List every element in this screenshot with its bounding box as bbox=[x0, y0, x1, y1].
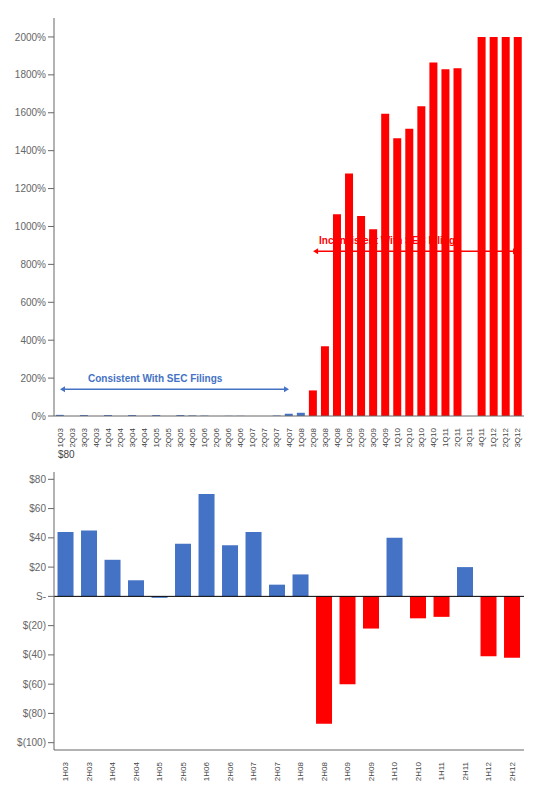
svg-text:S-: S- bbox=[36, 591, 46, 602]
svg-text:3Q04: 3Q04 bbox=[128, 427, 137, 447]
svg-text:4Q10: 4Q10 bbox=[429, 427, 438, 447]
svg-text:2Q10: 2Q10 bbox=[405, 427, 414, 447]
svg-text:3Q05: 3Q05 bbox=[176, 427, 185, 447]
svg-text:$40: $40 bbox=[29, 532, 46, 543]
svg-text:$80: $80 bbox=[29, 474, 46, 485]
svg-text:0%: 0% bbox=[32, 411, 47, 422]
svg-text:1Q07: 1Q07 bbox=[248, 427, 257, 447]
svg-text:4Q07: 4Q07 bbox=[285, 427, 294, 447]
svg-text:1400%: 1400% bbox=[15, 145, 46, 156]
svg-text:1Q10: 1Q10 bbox=[393, 427, 402, 447]
svg-text:2H09: 2H09 bbox=[367, 761, 376, 781]
svg-text:4Q06: 4Q06 bbox=[236, 427, 245, 447]
svg-text:4Q09: 4Q09 bbox=[381, 427, 390, 447]
svg-text:1Q08: 1Q08 bbox=[297, 427, 306, 447]
svg-text:Inconsistent With SEC Filings: Inconsistent With SEC Filings bbox=[319, 235, 461, 246]
svg-text:1H09: 1H09 bbox=[343, 761, 352, 781]
svg-text:1H04: 1H04 bbox=[108, 761, 117, 781]
svg-text:1200%: 1200% bbox=[15, 183, 46, 194]
svg-text:3Q09: 3Q09 bbox=[369, 427, 378, 447]
svg-text:4Q03: 4Q03 bbox=[92, 427, 101, 447]
svg-text:$20: $20 bbox=[29, 562, 46, 573]
svg-text:3Q11: 3Q11 bbox=[465, 427, 474, 447]
svg-text:2Q04: 2Q04 bbox=[116, 427, 125, 447]
svg-text:2Q03: 2Q03 bbox=[68, 427, 77, 447]
svg-text:2H04: 2H04 bbox=[132, 761, 141, 781]
svg-text:400%: 400% bbox=[20, 335, 46, 346]
svg-text:2Q12: 2Q12 bbox=[501, 427, 510, 447]
svg-text:$(20): $(20) bbox=[23, 620, 46, 631]
svg-text:1000%: 1000% bbox=[15, 221, 46, 232]
svg-text:4Q11: 4Q11 bbox=[477, 427, 486, 447]
svg-text:2Q07: 2Q07 bbox=[260, 427, 269, 447]
svg-text:800%: 800% bbox=[20, 259, 46, 270]
svg-text:1H05: 1H05 bbox=[155, 761, 164, 781]
svg-text:1H10: 1H10 bbox=[390, 761, 399, 781]
svg-text:$(60): $(60) bbox=[23, 679, 46, 690]
svg-text:1H12: 1H12 bbox=[484, 761, 493, 781]
svg-text:1H03: 1H03 bbox=[61, 761, 70, 781]
svg-text:2H05: 2H05 bbox=[179, 761, 188, 781]
svg-text:$(80): $(80) bbox=[23, 708, 46, 719]
svg-text:1Q04: 1Q04 bbox=[104, 427, 113, 447]
svg-text:1Q12: 1Q12 bbox=[489, 427, 498, 447]
svg-text:1Q05: 1Q05 bbox=[152, 427, 161, 447]
html-text:$80: $80 bbox=[58, 449, 75, 460]
svg-text:2H10: 2H10 bbox=[414, 761, 423, 781]
svg-text:1600%: 1600% bbox=[15, 107, 46, 118]
svg-text:$(40): $(40) bbox=[23, 649, 46, 660]
svg-text:1H11: 1H11 bbox=[437, 761, 446, 780]
svg-text:3Q12: 3Q12 bbox=[513, 427, 522, 447]
svg-text:1H08: 1H08 bbox=[296, 761, 305, 781]
svg-text:3Q08: 3Q08 bbox=[321, 427, 330, 447]
svg-text:2Q08: 2Q08 bbox=[309, 427, 318, 447]
svg-text:2H11: 2H11 bbox=[461, 761, 470, 780]
svg-text:1Q09: 1Q09 bbox=[345, 427, 354, 447]
svg-text:3Q03: 3Q03 bbox=[80, 427, 89, 447]
svg-text:2H12: 2H12 bbox=[508, 761, 517, 781]
svg-text:4Q08: 4Q08 bbox=[333, 427, 342, 447]
svg-text:2Q06: 2Q06 bbox=[212, 427, 221, 447]
svg-text:1H06: 1H06 bbox=[202, 761, 211, 781]
svg-text:2H07: 2H07 bbox=[273, 761, 282, 781]
svg-text:600%: 600% bbox=[20, 297, 46, 308]
svg-text:$(100): $(100) bbox=[17, 737, 46, 748]
svg-text:2H08: 2H08 bbox=[320, 761, 329, 781]
svg-text:$60: $60 bbox=[29, 503, 46, 514]
svg-text:Consistent With SEC Filings: Consistent With SEC Filings bbox=[88, 373, 223, 384]
svg-text:1Q11: 1Q11 bbox=[441, 427, 450, 447]
svg-text:2Q09: 2Q09 bbox=[357, 427, 366, 447]
svg-text:3Q07: 3Q07 bbox=[272, 427, 281, 447]
svg-text:1800%: 1800% bbox=[15, 69, 46, 80]
svg-text:1Q06: 1Q06 bbox=[200, 427, 209, 447]
svg-text:200%: 200% bbox=[20, 373, 46, 384]
svg-text:2H06: 2H06 bbox=[226, 761, 235, 781]
svg-text:1H07: 1H07 bbox=[249, 761, 258, 781]
svg-text:4Q05: 4Q05 bbox=[188, 427, 197, 447]
svg-text:2000%: 2000% bbox=[15, 32, 46, 43]
svg-text:2H03: 2H03 bbox=[85, 761, 94, 781]
svg-text:2Q05: 2Q05 bbox=[164, 427, 173, 447]
svg-text:4Q04: 4Q04 bbox=[140, 427, 149, 447]
svg-text:3Q06: 3Q06 bbox=[224, 427, 233, 447]
svg-text:3Q10: 3Q10 bbox=[417, 427, 426, 447]
svg-text:1Q03: 1Q03 bbox=[56, 427, 65, 447]
svg-text:2Q11: 2Q11 bbox=[453, 427, 462, 447]
